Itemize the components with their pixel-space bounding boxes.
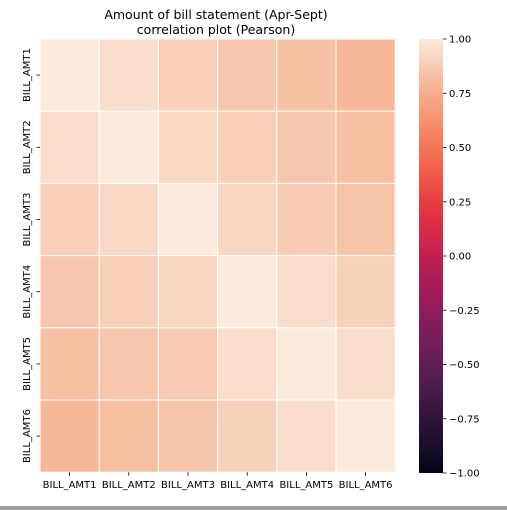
x-tick-label: BILL_AMT5	[279, 480, 333, 491]
heatmap-cell	[39, 182, 100, 257]
heatmap-cell	[217, 110, 278, 184]
heatmap-cell	[157, 182, 219, 257]
y-tick-labels: BILL_AMT1 BILL_AMT2 BILL_AMT3 BILL_AMT4 BILL…	[22, 48, 40, 463]
chart-title-line: correlation plot (Pearson)	[137, 22, 295, 37]
colorbar-tick-label: −1.00	[449, 469, 480, 480]
x-tick-label: BILL_AMT4	[220, 480, 274, 491]
heatmap-cell	[276, 38, 337, 112]
heatmap-cell	[39, 327, 100, 401]
colorbar-tick-label: −0.75	[449, 414, 480, 425]
chart-title: Amount of bill statement (Apr-Sept)corre…	[104, 7, 327, 37]
heatmap-cell	[98, 399, 159, 473]
colorbar-tick-label: 1.00	[449, 35, 471, 46]
colorbar-gradient	[419, 39, 443, 473]
heatmap-cell	[335, 182, 396, 257]
colorbar-tick-label: −0.50	[449, 360, 480, 371]
heatmap-cell	[335, 110, 396, 184]
heatmap-cell	[157, 110, 219, 184]
heatmap-cell	[39, 255, 100, 329]
heatmap-cell	[98, 182, 159, 257]
y-tick-label: BILL_AMT3	[22, 193, 33, 247]
heatmap-cell	[157, 38, 219, 112]
heatmap-cell	[217, 327, 278, 401]
heatmap-cell	[39, 110, 100, 184]
heatmap-cell	[217, 182, 278, 257]
heatmap-cell	[98, 255, 159, 329]
heatmap-cell	[157, 327, 219, 401]
heatmap-cell	[157, 399, 219, 473]
y-tick-label: BILL_AMT1	[22, 48, 33, 102]
heatmap-cell	[98, 327, 159, 401]
x-tick-label: BILL_AMT1	[43, 480, 97, 491]
bottom-border	[0, 506, 507, 510]
colorbar-tick-label: 0.75	[449, 89, 471, 100]
heatmap-cell	[276, 182, 337, 257]
colorbar-tick-label: 0.25	[449, 197, 471, 208]
heatmap-cell	[217, 399, 278, 473]
x-tick-label: BILL_AMT2	[102, 480, 156, 491]
colorbar: 1.00 0.75 0.50 0.25 0.00 −0.25 −0.50 −0.75 −1.00	[419, 35, 480, 480]
heatmap-cell	[39, 399, 100, 473]
x-tick-labels: BILL_AMT1 BILL_AMT2 BILL_AMT3 BILL_AMT4 BILL…	[43, 472, 393, 491]
colorbar-tick-label: −0.25	[449, 306, 480, 317]
y-tick-label: BILL_AMT4	[22, 265, 33, 319]
chart-title-line: Amount of bill statement (Apr-Sept)	[104, 7, 327, 22]
heatmap-cells	[39, 38, 396, 473]
heatmap-cell	[335, 399, 396, 473]
heatmap-cell	[157, 255, 219, 329]
heatmap-cell	[276, 399, 337, 473]
heatmap-cell	[335, 38, 396, 112]
y-tick-label: BILL_AMT6	[22, 409, 33, 463]
heatmap-cell	[335, 255, 396, 329]
y-tick-label: BILL_AMT5	[22, 337, 33, 391]
heatmap-cell	[39, 38, 100, 112]
x-tick-label: BILL_AMT3	[161, 480, 215, 491]
x-tick-label: BILL_AMT6	[339, 480, 393, 491]
heatmap-cell	[217, 255, 278, 329]
heatmap-cell	[276, 327, 337, 401]
heatmap-cell	[98, 110, 159, 184]
heatmap-cell	[276, 255, 337, 329]
heatmap-cell	[217, 38, 278, 112]
y-tick-label: BILL_AMT2	[22, 120, 33, 174]
colorbar-tick-label: 0.00	[449, 252, 471, 263]
colorbar-tick-label: 0.50	[449, 143, 471, 154]
heatmap-cell	[335, 327, 396, 401]
heatmap-cell	[98, 38, 159, 112]
heatmap-cell	[276, 110, 337, 184]
